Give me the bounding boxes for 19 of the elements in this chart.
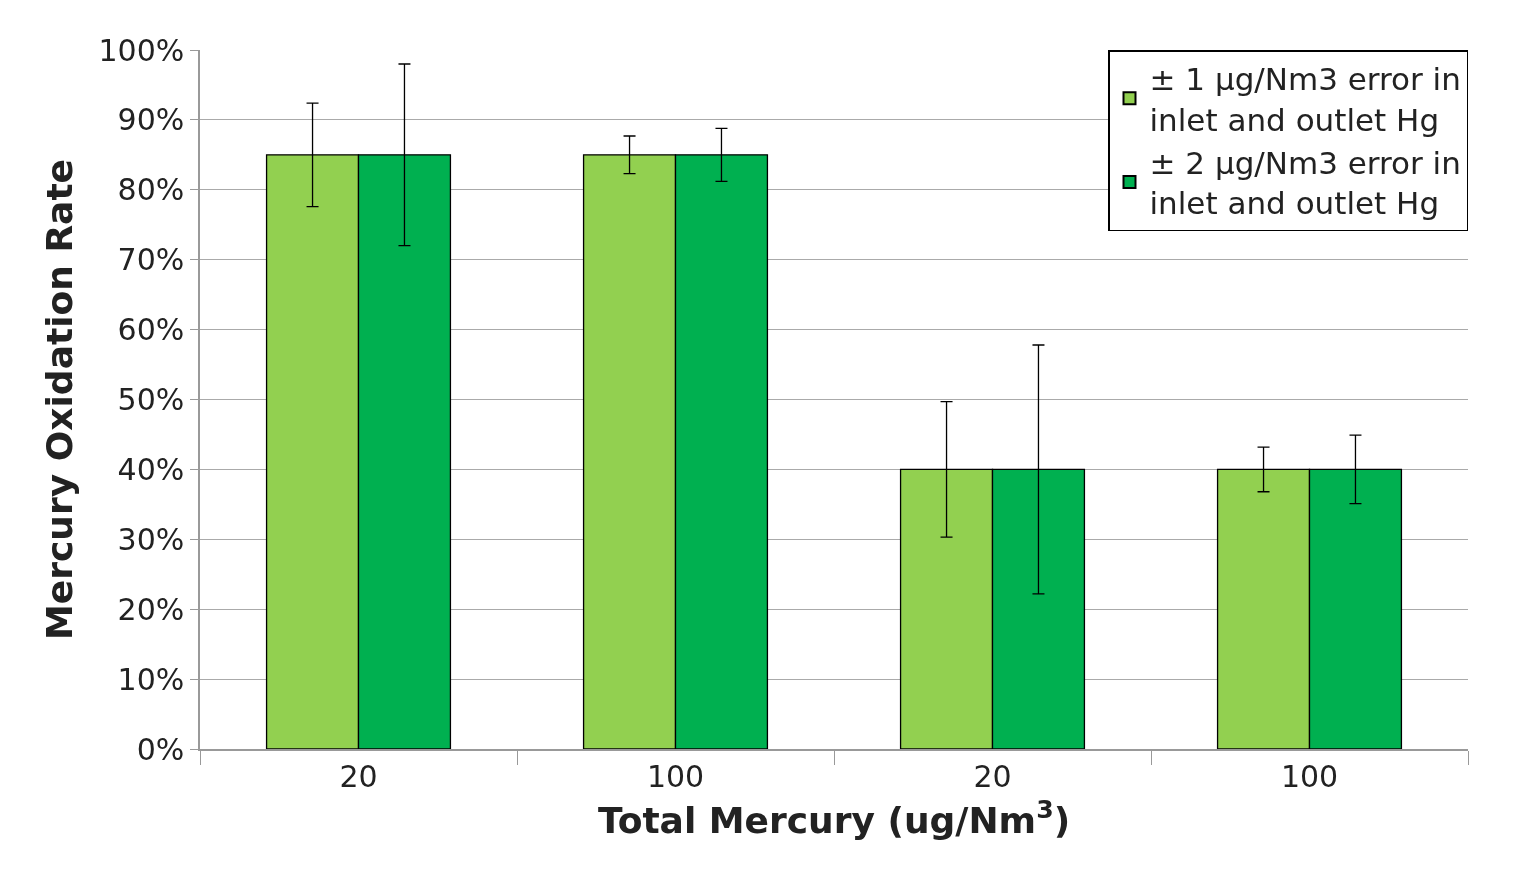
- y-tick-label: 60%: [117, 312, 185, 348]
- y-tick-label: 90%: [117, 102, 185, 138]
- y-tick-label: 70%: [117, 242, 185, 278]
- legend-label: ± 1 µg/Nm3 error in inlet and outlet Hg: [1149, 61, 1461, 138]
- y-tick-label: 10%: [117, 661, 185, 697]
- x-tick-label: 100: [1280, 758, 1339, 794]
- legend-label: ± 2 µg/Nm3 error in inlet and outlet Hg: [1149, 144, 1461, 222]
- x-tick-label: 20: [339, 758, 378, 794]
- y-tick-label: 50%: [117, 382, 185, 417]
- y-tick-label: 20%: [117, 591, 185, 627]
- y-tick-label: 40%: [117, 451, 185, 487]
- x-tick-label: 20: [973, 758, 1012, 794]
- y-axis-title: Mercury Oxidation Rate: [38, 158, 80, 641]
- y-tick-label: 80%: [117, 172, 185, 208]
- y-tick-label: 100%: [98, 32, 185, 68]
- x-axis-title: Total Mercury (ug/Nm$^{3}$): [597, 794, 1071, 841]
- y-tick-label: 30%: [117, 521, 185, 557]
- x-tick-label: 100: [646, 758, 705, 794]
- y-tick-label: 0%: [136, 731, 185, 767]
